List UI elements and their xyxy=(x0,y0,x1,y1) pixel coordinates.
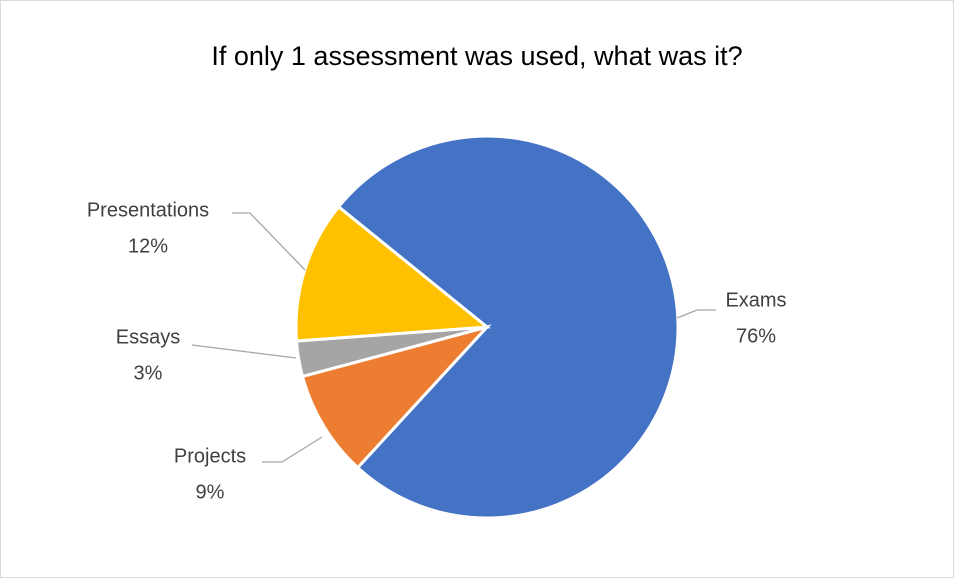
pie-slice xyxy=(336,134,680,520)
chart-title: If only 1 assessment was used, what was … xyxy=(211,41,742,71)
slice-label: Exams xyxy=(725,289,786,311)
slice-label: Essays xyxy=(116,326,180,348)
leader-line xyxy=(232,212,306,271)
leader-line xyxy=(676,309,716,319)
slice-value-label: 76% xyxy=(736,325,776,347)
leader-line xyxy=(262,436,323,463)
pie-slice xyxy=(300,324,492,470)
leader-line xyxy=(191,344,297,359)
slice-label: Projects xyxy=(174,445,246,467)
slice-label: Presentations xyxy=(87,199,209,221)
slice-value-label: 9% xyxy=(196,481,225,503)
slice-value-label: 3% xyxy=(134,362,163,384)
slice-value-label: 12% xyxy=(128,235,168,257)
